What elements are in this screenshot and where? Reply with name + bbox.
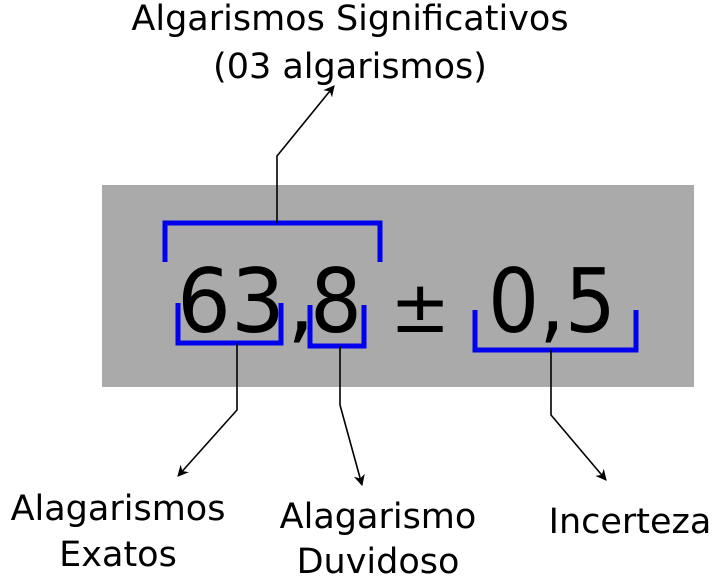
- doubtful-digit-label-line2: Duvidoso: [297, 542, 460, 577]
- significant-figures-label-line2: (03 algarismos): [213, 47, 487, 87]
- uncertainty-arrow: [550, 350, 607, 481]
- significant-figures-label-line1: Algarismos Significativos: [131, 0, 568, 39]
- uncertainty-bracket: [472, 310, 639, 353]
- plus-minus-sign: ±: [390, 265, 450, 349]
- exact-digits-label-line1: Alagarismos: [11, 489, 226, 529]
- exact-digits-arrow: [177, 343, 238, 477]
- doubtful-digit-label-line1: Alagarismo: [280, 497, 477, 537]
- exact-digits-bracket: [175, 303, 284, 346]
- measurement-panel: [102, 185, 694, 387]
- exact-digits-label-line2: Exatos: [59, 535, 177, 575]
- significant-figures-arrow: [276, 85, 335, 223]
- uncertainty-label: Incerteza: [549, 502, 712, 542]
- doubtful-digit-bracket: [307, 305, 367, 349]
- doubtful-digit: 8: [310, 250, 362, 353]
- doubtful-digit-arrow: [339, 346, 365, 487]
- exact-digits: 63: [177, 250, 285, 353]
- significant-figures-bracket: [162, 220, 383, 262]
- uncertainty-value: 0,5: [488, 250, 616, 353]
